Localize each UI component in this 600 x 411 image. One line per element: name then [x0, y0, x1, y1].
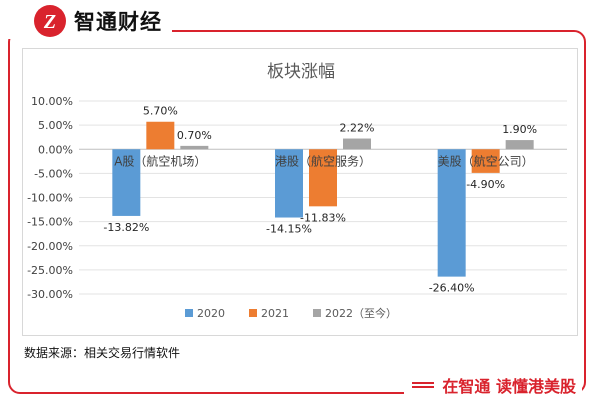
data-label: -13.82%	[103, 221, 149, 234]
bar	[343, 138, 371, 150]
bar	[146, 121, 175, 150]
bar	[309, 149, 337, 207]
legend-swatch	[185, 309, 193, 317]
y-tick-label: 5.00%	[38, 119, 73, 132]
data-label: -14.15%	[266, 223, 312, 236]
brand-name: 智通财经	[74, 10, 162, 34]
data-source-note: 数据来源：相关交易行情软件	[24, 346, 181, 360]
bar	[471, 149, 500, 173]
bar	[437, 149, 466, 277]
y-tick-label: -30.00%	[27, 288, 73, 301]
legend-swatch	[313, 309, 321, 317]
bar	[275, 149, 303, 218]
legend-label: 2020	[197, 307, 225, 320]
y-tick-label: 0.00%	[38, 143, 73, 156]
category-label: 美股（航空公司）	[438, 153, 534, 168]
data-label: -26.40%	[429, 282, 475, 295]
y-tick-label: -15.00%	[27, 216, 73, 229]
y-tick-label: -25.00%	[27, 264, 73, 277]
data-label: -4.90%	[466, 178, 505, 191]
brand-header: Z 智通财经	[8, 3, 172, 39]
data-label: 5.70%	[143, 105, 178, 118]
svg-text:Z: Z	[43, 11, 56, 33]
y-tick-label: -10.00%	[27, 192, 73, 205]
content-frame	[8, 30, 586, 394]
slogan-dash-icon	[412, 382, 435, 388]
chart-container: 板块涨幅 10.00% 5.00% 0.00% -5.00% -10.00% -15.00…	[22, 48, 578, 336]
category-label: 港股（航空服务）	[275, 153, 371, 168]
legend-label: 2021	[261, 307, 289, 320]
bar-chart: 板块涨幅 10.00% 5.00% 0.00% -5.00% -10.00% -15.00…	[27, 62, 567, 320]
bar	[505, 140, 534, 150]
bar	[112, 149, 141, 216]
data-label: 0.70%	[177, 129, 212, 142]
zhitong-logo-icon: Z	[43, 11, 56, 33]
brand-logo: Z	[34, 5, 66, 37]
legend-label: 2022（至今）	[325, 306, 397, 320]
y-tick-label: -20.00%	[27, 240, 73, 253]
category-label: A股（航空机场）	[114, 153, 206, 168]
y-tick-label: -5.00%	[34, 167, 73, 180]
bar	[180, 145, 209, 150]
slogan-text: 在智通 读懂港美股	[442, 377, 576, 396]
data-label: 1.90%	[502, 123, 537, 136]
data-label: -11.83%	[300, 211, 346, 224]
legend-swatch	[249, 309, 257, 317]
slogan-banner: 在智通 读懂港美股	[404, 372, 582, 398]
y-tick-label: 10.00%	[31, 95, 73, 108]
chart-title: 板块涨幅	[267, 62, 335, 82]
data-label: 2.22%	[340, 122, 375, 135]
